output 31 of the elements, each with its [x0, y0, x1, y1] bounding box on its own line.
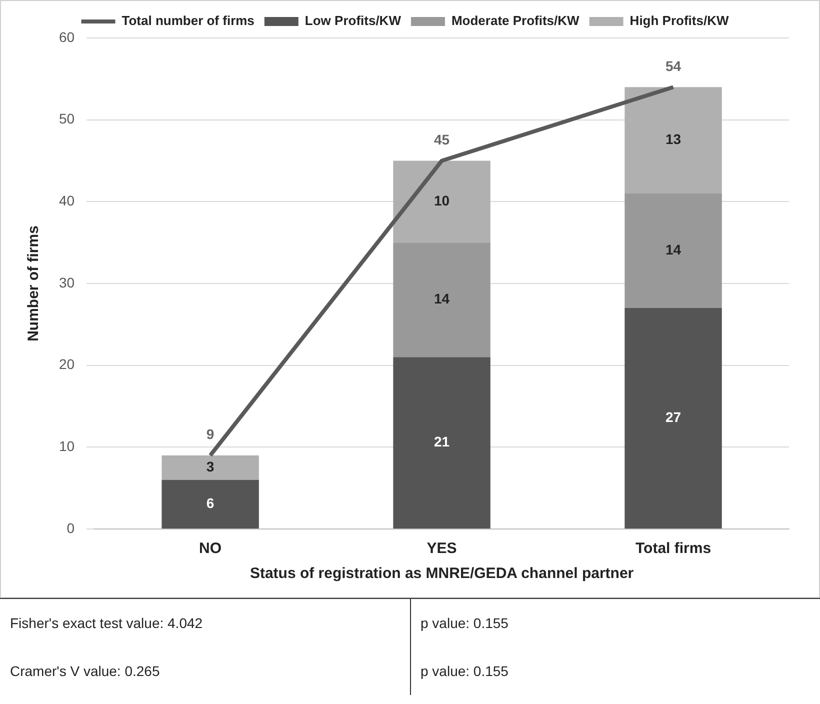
data-label: 45: [434, 132, 450, 148]
x-axis-title: Status of registration as MNRE/GEDA channel partner: [250, 565, 634, 582]
y-tick-label: 40: [58, 192, 75, 209]
x-tick-label: NO: [199, 540, 222, 558]
data-label: 13: [665, 131, 682, 148]
data-label: 14: [665, 242, 682, 258]
x-tick-label: Total firms: [635, 540, 712, 558]
data-label: 10: [434, 192, 450, 209]
y-tick-label: 60: [58, 28, 75, 45]
text: Fisher's exact test value: 4.042: [0, 598, 410, 646]
data-label: 21: [434, 434, 450, 450]
legend-label: Total number of firms: [122, 13, 254, 28]
y-tick-label: 20: [58, 356, 75, 372]
text: Cramer's V value: 0.265: [0, 646, 410, 694]
legend-label: High Profits/KW: [630, 13, 730, 28]
y-tick-label: 50: [58, 110, 75, 127]
data-label: 9: [206, 426, 214, 442]
y-tick-label: 0: [66, 520, 75, 536]
text: p value: 0.155: [420, 662, 510, 681]
y-tick-label: 10: [58, 438, 75, 454]
legend-label: Moderate Profits/KW: [451, 13, 580, 28]
data-label: 14: [434, 290, 450, 307]
data-label: 6: [206, 495, 214, 512]
data-label: 3: [206, 458, 214, 474]
y-axis-title: Number of firms: [25, 226, 42, 342]
data-label: 27: [665, 409, 682, 426]
text: p value: 0.155: [410, 598, 820, 646]
legend-label: Low Profits/KW: [304, 13, 402, 28]
x-tick-label: YES: [426, 540, 457, 558]
data-label: 54: [665, 58, 682, 74]
y-tick-label: 30: [58, 274, 75, 290]
